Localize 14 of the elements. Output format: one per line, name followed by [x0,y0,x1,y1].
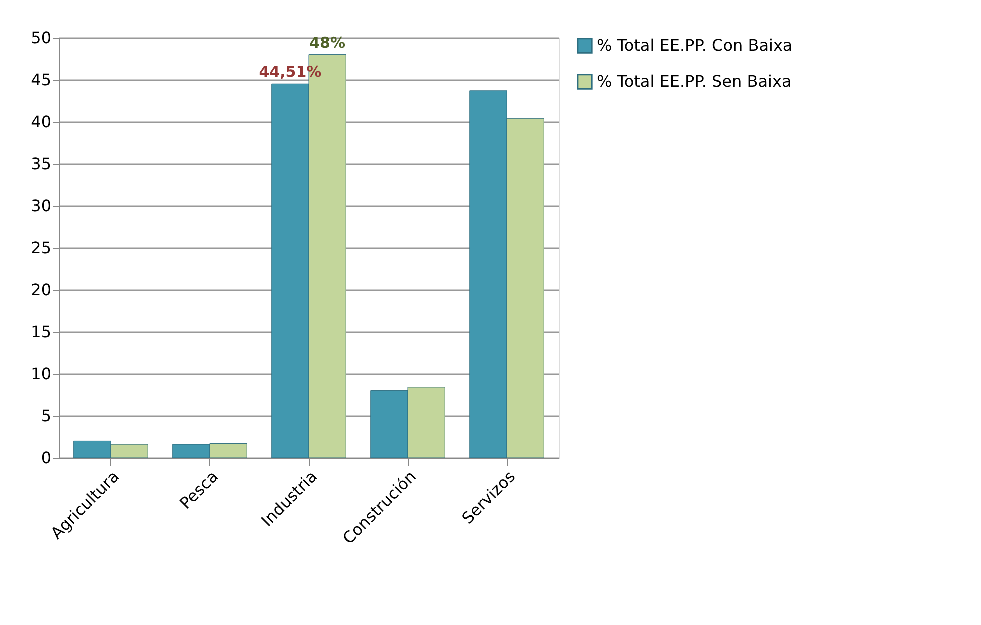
y-tick-label: 30 [31,196,52,216]
y-tick-label: 35 [31,154,52,174]
y-tick-label: 40 [31,112,52,132]
y-tick-label: 45 [31,70,52,90]
y-tick-label: 10 [31,364,52,384]
y-tick-label: 0 [41,448,52,468]
data-label: 48% [310,34,346,52]
y-tick-label: 20 [31,280,52,300]
y-tick-label: 50 [31,28,52,48]
y-tick-label: 5 [41,406,52,426]
legend-label: % Total EE.PP. Sen Baixa [597,72,792,91]
legend-label: % Total EE.PP. Con Baixa [597,36,793,55]
y-tick-label: 15 [31,322,52,342]
y-tick-label: 25 [31,238,52,258]
